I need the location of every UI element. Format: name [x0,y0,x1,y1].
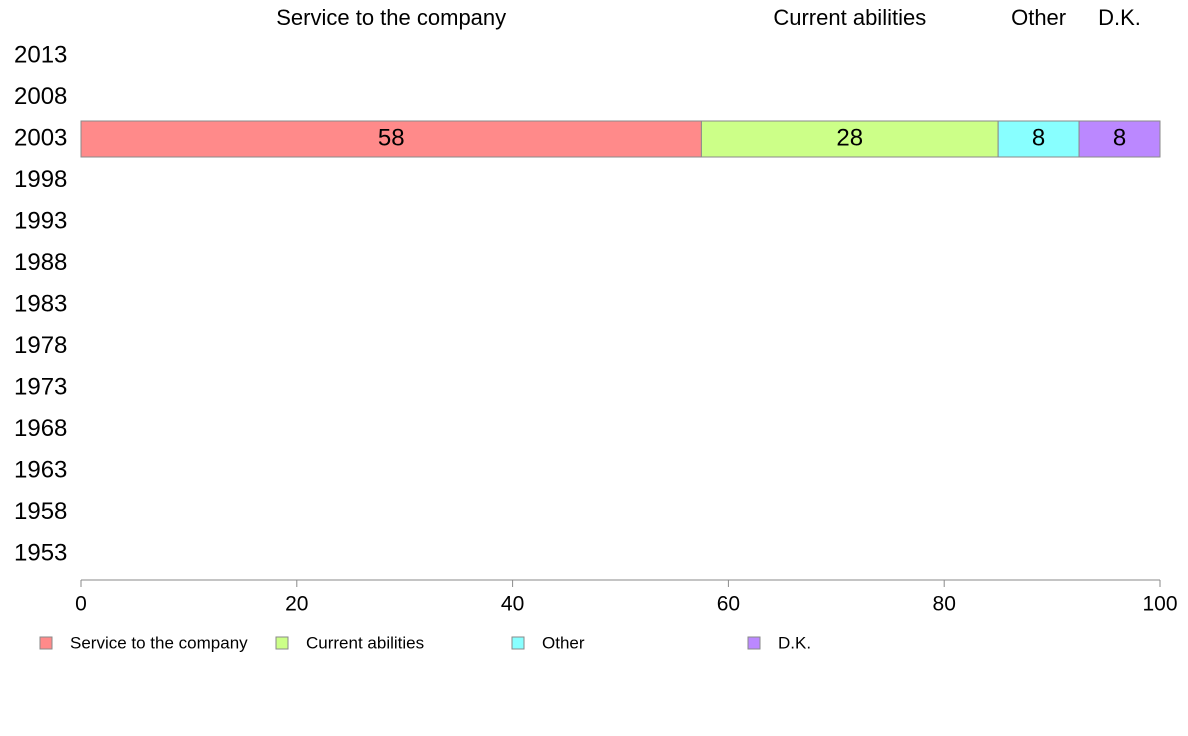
legend-swatch-2 [511,636,525,650]
bar-label-2003-0: 58 [378,124,405,151]
year-label-1993: 1993 [14,207,67,234]
bar-label-2003-1: 28 [836,124,863,151]
year-label-1978: 1978 [14,332,67,359]
year-label-2008: 2008 [14,83,67,110]
bar-label-2003-2: 8 [1032,124,1045,151]
header-label-0: Service to the company [276,5,506,30]
year-label-1963: 1963 [14,456,67,483]
legend-label-3: D.K. [778,633,811,652]
year-label-1983: 1983 [14,290,67,317]
header-label-3: D.K. [1098,5,1141,30]
year-label-1998: 1998 [14,166,67,193]
year-label-1988: 1988 [14,249,67,276]
year-label-1973: 1973 [14,373,67,400]
x-tick-label-80: 80 [933,593,956,616]
bar-segment-2003-0 [80,120,702,158]
x-tick-label-60: 60 [717,593,740,616]
legend-swatch-1 [275,636,289,650]
bar-segment-2003-2 [997,120,1080,158]
year-label-2003: 2003 [14,124,67,151]
legend-swatch-0 [39,636,53,650]
bar-segment-2003-1 [700,120,999,158]
year-label-2013: 2013 [14,41,67,68]
legend-swatch-3 [747,636,761,650]
year-label-1968: 1968 [14,415,67,442]
x-tick-label-100: 100 [1142,593,1177,616]
legend-label-0: Service to the company [70,633,248,652]
legend-label-2: Other [542,633,585,652]
legend-label-1: Current abilities [306,633,424,652]
x-tick-label-0: 0 [75,593,87,616]
year-label-1958: 1958 [14,498,67,525]
bar-label-2003-3: 8 [1113,124,1126,151]
x-tick-label-20: 20 [285,593,308,616]
bar-segment-2003-3 [1078,120,1161,158]
year-label-1953: 1953 [14,539,67,566]
header-label-1: Current abilities [773,5,926,30]
x-tick-label-40: 40 [501,593,524,616]
header-label-2: Other [1011,5,1066,30]
